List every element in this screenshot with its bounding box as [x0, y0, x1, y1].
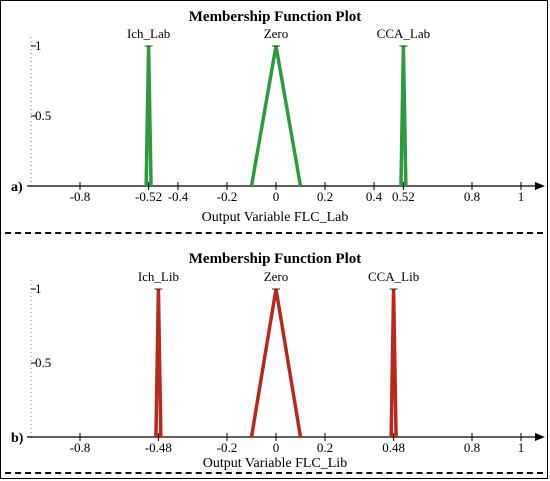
- x-axis-title: Output Variable FLC_Lab: [202, 210, 349, 225]
- chart-title: Membership Function Plot: [189, 9, 362, 25]
- x-tick-label: -0.2: [217, 189, 238, 204]
- series-label: Ich_Lib: [138, 269, 179, 284]
- x-tick-label: -0.2: [217, 440, 238, 455]
- x-tick-label: 0.8: [464, 189, 480, 204]
- series-label: Zero: [264, 269, 289, 284]
- x-axis-arrow: [535, 433, 545, 441]
- mf-line-ich-lab: [144, 45, 153, 187]
- x-tick-label: 0: [273, 189, 280, 204]
- dashed-separator-bottom: [5, 472, 543, 474]
- y-tick-label: 1: [35, 38, 42, 53]
- y-tick-label: 0.5: [35, 355, 51, 370]
- x-tick-label: 0.2: [317, 440, 333, 455]
- series-label: Zero: [264, 26, 289, 41]
- chart-title: Membership Function Plot: [189, 251, 362, 267]
- x-tick-label: 0: [273, 440, 280, 455]
- mf-line-ich-lib: [154, 288, 163, 438]
- membership-plot-a: Membership Function Plot 0.5 1 -0.8 -0.52 -0.…: [11, 9, 545, 225]
- x-tick-label: -0.52: [135, 189, 162, 204]
- x-tick-label: 0.2: [317, 189, 333, 204]
- series-label: CCA_Lab: [377, 26, 430, 41]
- dashed-separator-top: [5, 232, 543, 234]
- x-tick-label: 0.52: [392, 189, 415, 204]
- y-tick-label: 1: [35, 281, 42, 296]
- x-tick-label: 0.48: [382, 440, 405, 455]
- mf-line-zero: [249, 45, 303, 187]
- panel-label: a): [11, 180, 23, 195]
- mf-line-cca-lib: [389, 288, 398, 438]
- x-tick-label: -0.8: [70, 189, 91, 204]
- series-label: Ich_Lab: [127, 26, 170, 41]
- x-tick-label: 1: [518, 189, 525, 204]
- panel-label: b): [11, 431, 24, 446]
- x-tick-label: 0.4: [366, 189, 383, 204]
- mf-line-zero: [249, 288, 303, 438]
- series-label: CCA_Lib: [368, 269, 419, 284]
- y-tick-label: 0.5: [35, 108, 51, 123]
- x-tick-label: 0.8: [464, 440, 480, 455]
- x-tick-label: -0.48: [145, 440, 172, 455]
- x-axis-title: Output Variable FLC_Lib: [203, 456, 347, 471]
- membership-plot-b: Membership Function Plot 0.5 1 -0.8 -0.48 -0.…: [11, 251, 545, 471]
- mf-line-cca-lab: [399, 45, 408, 187]
- x-tick-label: -0.4: [168, 189, 189, 204]
- x-tick-label: -0.8: [70, 440, 91, 455]
- x-axis-arrow: [535, 182, 545, 190]
- x-tick-label: 1: [518, 440, 525, 455]
